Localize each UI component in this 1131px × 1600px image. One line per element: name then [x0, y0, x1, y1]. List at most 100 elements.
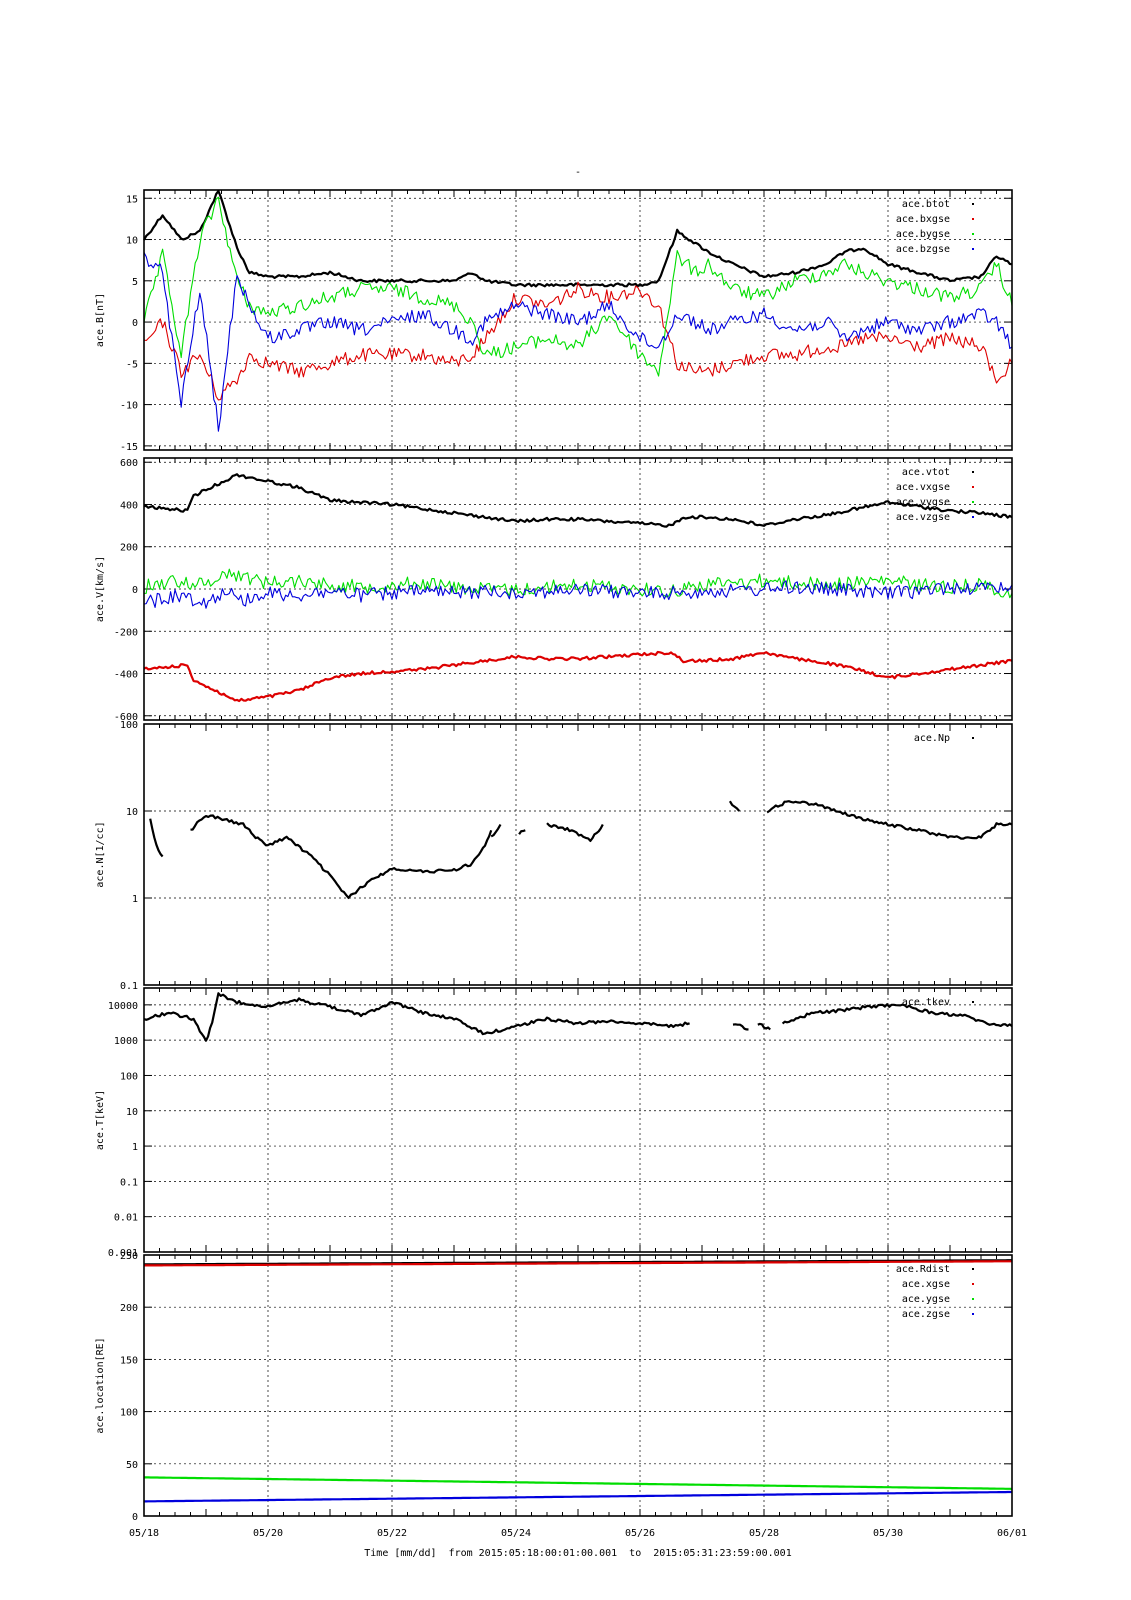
y-tick-label: 0.001 [108, 1248, 138, 1259]
series-ace-Np [546, 822, 604, 842]
series-ace-btot [143, 189, 1013, 288]
y-tick-label: 0 [132, 318, 138, 329]
legend: ace.vtot ace.vxgse ace.vygse ace.vzgse [896, 467, 974, 523]
series-ace-Np [728, 800, 741, 812]
y-tick-label: 0 [132, 1512, 138, 1523]
legend-marker [972, 471, 974, 473]
series-ace-tkev [143, 992, 690, 1042]
legend-marker [972, 203, 974, 205]
legend: ace.btot ace.bxgse ace.bygse ace.bzgse [896, 199, 974, 255]
panel-5: 0 50 100 150 200 250 ace.location[RE] ace.Rdist… [95, 1251, 1013, 1523]
legend-label: ace.bxgse [896, 214, 950, 225]
panel-4: 0.001 0.01 0.1 1 10 100 1000 10000 ace.T[keV] ace… [95, 987, 1013, 1259]
legend-label: ace.tkev [902, 997, 950, 1008]
x-tick-label: 05/26 [625, 1528, 655, 1539]
panel-frame [143, 189, 1013, 451]
y-tick-label: 0.1 [120, 1177, 138, 1188]
legend-marker [972, 1268, 974, 1270]
series-ace-vygse [143, 568, 1013, 599]
y-tick-label: 150 [120, 1355, 138, 1366]
y-tick-label: -200 [114, 627, 138, 638]
y-axis-label: ace.N[1/cc] [95, 821, 106, 887]
y-tick-label: 250 [120, 1251, 138, 1262]
series-ace-vxgse [143, 650, 1013, 703]
y-axis-label: ace.T[keV] [95, 1090, 106, 1150]
legend-marker [972, 233, 974, 235]
y-tick-label: 0.01 [114, 1213, 138, 1224]
legend-label: ace.xgse [902, 1279, 950, 1290]
x-tick-label: 05/20 [253, 1528, 283, 1539]
legend-label: ace.vygse [896, 497, 950, 508]
panel-frame [143, 1254, 1013, 1517]
y-tick-label: 1 [132, 894, 138, 905]
series-ace-Np [190, 814, 493, 899]
legend-label: ace.ygse [902, 1294, 950, 1305]
series-ace-bzgse [143, 252, 1013, 432]
series-ace-bygse [143, 196, 1013, 377]
y-axis-label: ace.B[nT] [95, 293, 106, 347]
legend-marker [972, 1313, 974, 1315]
y-tick-label: 100 [120, 1071, 138, 1082]
series-ace-tkev [732, 1023, 749, 1031]
legend-marker [972, 1283, 974, 1285]
panels: -15-10-5051015ace.B[nT]ace.btotace.bxgse… [95, 189, 1013, 1523]
x-tick-label: 05/18 [129, 1528, 159, 1539]
x-tick-label: 06/01 [997, 1528, 1027, 1539]
panel-frame [143, 723, 1013, 986]
legend-label: ace.vtot [902, 467, 950, 478]
y-tick-label: 10000 [108, 1001, 138, 1012]
series-ace-tkev [757, 1022, 771, 1031]
x-tick-label: 05/24 [501, 1528, 531, 1539]
y-tick-label: 10 [126, 1107, 138, 1118]
x-tick-label: 05/22 [377, 1528, 407, 1539]
series-ace-ygse [144, 1476, 1013, 1490]
y-tick-label: 1 [132, 1142, 138, 1153]
series-ace-vtot [144, 473, 1013, 528]
y-tick-label: -15 [120, 442, 138, 453]
y-tick-label: 0 [132, 585, 138, 596]
y-axis-label: ace.location[RE] [95, 1337, 106, 1433]
y-tick-label: 100 [120, 1408, 138, 1419]
series-ace-bxgse [143, 281, 1013, 401]
series-ace-Np [518, 829, 526, 835]
y-tick-label: -600 [114, 712, 138, 723]
y-tick-label: 600 [120, 458, 138, 469]
y-tick-label: -5 [126, 359, 138, 370]
y-tick-label: -400 [114, 670, 138, 681]
panel-frame [143, 987, 1013, 1253]
legend: ace.Np [914, 733, 974, 744]
legend-label: ace.Np [914, 733, 950, 744]
series-ace-zgse [144, 1490, 1012, 1503]
legend-marker [972, 737, 974, 739]
panel-3: 0.1 1 10 100 ace.N[1/cc] ace.Np [95, 720, 1013, 992]
legend-label: ace.bygse [896, 229, 950, 240]
legend: ace.Rdist ace.xgse ace.ygse ace.zgse [896, 1264, 974, 1320]
series-ace-xgse [144, 1260, 1012, 1267]
series-ace-Np [490, 823, 502, 838]
y-tick-label: 200 [120, 1303, 138, 1314]
y-tick-label: 10 [126, 807, 138, 818]
y-tick-label: 50 [126, 1460, 138, 1471]
series-ace-vzgse [143, 580, 1013, 609]
y-tick-label: 5 [132, 277, 138, 288]
time-axis: 05/18 05/20 05/22 05/24 05/26 05/28 05/30 06/01 [129, 1528, 1027, 1539]
legend-marker [972, 516, 974, 518]
y-tick-label: 10 [126, 236, 138, 247]
panel-1: -15 -10 -5 0 5 10 15 ace.B[nT] ace.btot ace.bxgse… [95, 189, 1013, 453]
legend-marker [972, 486, 974, 488]
page-title: - [575, 167, 581, 178]
x-tick-label: 05/28 [749, 1528, 779, 1539]
series-ace-tkev [781, 1003, 1013, 1027]
legend-label: ace.vxgse [896, 482, 950, 493]
y-axis-label: ace.V[km/s] [95, 556, 106, 622]
legend-label: ace.Rdist [896, 1264, 950, 1275]
legend-label: ace.zgse [902, 1309, 950, 1320]
y-tick-label: 15 [126, 194, 138, 205]
legend-marker [972, 1298, 974, 1300]
y-tick-label: 200 [120, 543, 138, 554]
y-tick-label: 100 [120, 720, 138, 731]
panel-frame [143, 457, 1013, 721]
y-tick-label: 1000 [114, 1036, 138, 1047]
legend-label: ace.vzgse [896, 512, 950, 523]
